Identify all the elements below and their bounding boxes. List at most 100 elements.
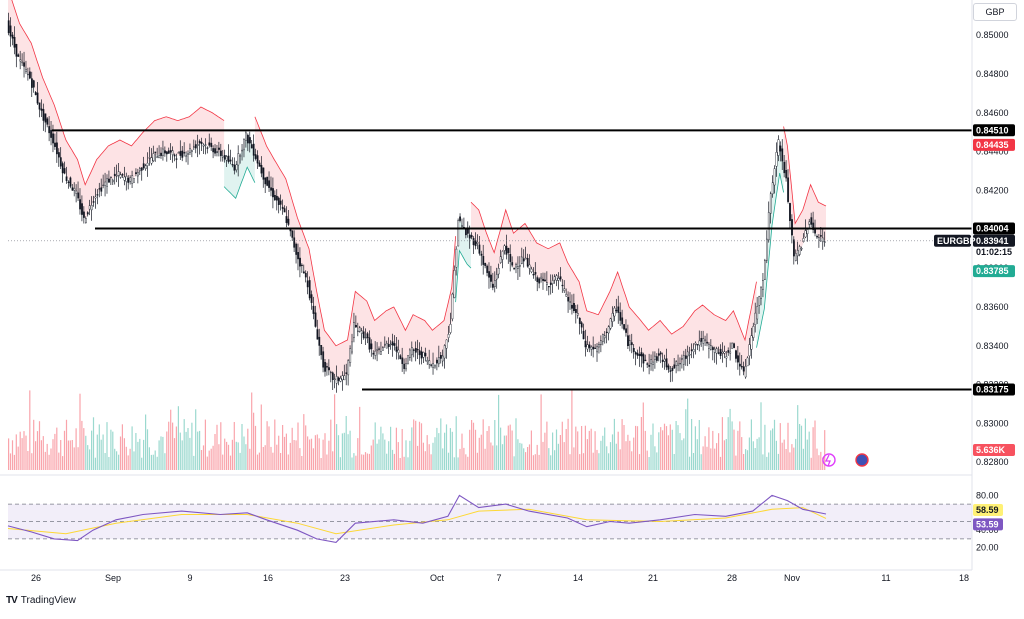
candle-body: [75, 190, 78, 194]
volume-bar: [691, 419, 693, 470]
volume-bar: [31, 453, 33, 470]
candle-body: [374, 350, 377, 356]
candle-body: [191, 150, 193, 152]
candle-body: [241, 149, 243, 152]
volume-bar: [662, 430, 664, 470]
last-price-tag: 0.83941: [976, 236, 1009, 246]
candles: [7, 12, 826, 393]
time-axis[interactable]: 26 Sep 9 16 23 Oct 7 14 21 28 Nov 11 18: [0, 569, 972, 583]
candle-body: [133, 178, 135, 183]
time-tick-label: 14: [573, 573, 583, 583]
candle-body: [274, 194, 276, 201]
candle-body: [472, 238, 475, 246]
candle-body: [266, 176, 269, 186]
volume-bar: [594, 431, 596, 470]
supertrend-down-fill-2: [471, 202, 757, 375]
volume-bar: [723, 440, 725, 470]
candle-body: [13, 37, 16, 48]
candle-body: [675, 361, 678, 366]
volume-bar: [534, 454, 536, 470]
volume-bar: [642, 402, 644, 470]
volume-bar: [789, 452, 791, 470]
candle-body: [418, 350, 421, 356]
candle-body: [291, 230, 294, 238]
event-icon[interactable]: [855, 453, 869, 467]
candle-body: [351, 341, 353, 353]
price-axis[interactable]: 0.85000 0.84800 0.84600 0.84400 0.84200 0.840…: [971, 0, 1009, 570]
volume-bar: [405, 440, 407, 470]
candle-body: [661, 359, 664, 362]
volume-bar: [418, 421, 421, 470]
candle-body: [146, 162, 149, 166]
volume-bar: [799, 424, 801, 470]
volume-bar: [714, 448, 716, 470]
candle-body: [17, 54, 20, 57]
candle-body: [248, 137, 251, 144]
candle-body: [84, 218, 87, 224]
volume-bar: [247, 428, 249, 470]
volume-bar: [25, 435, 27, 470]
horizontal-levels[interactable]: [8, 129, 972, 391]
volume-bar: [15, 434, 17, 470]
volume-bar: [390, 426, 392, 470]
candle-body: [629, 340, 631, 346]
volume-bar: [303, 414, 305, 470]
countdown-label: 01:02:15: [976, 247, 1012, 257]
support-tag-bg: [973, 383, 1015, 396]
candle-body: [366, 333, 369, 339]
volume-bar: [768, 452, 770, 470]
candle-body: [522, 258, 525, 262]
price-tick-label: 0.84800: [976, 69, 1009, 79]
volume-bar: [268, 426, 270, 470]
volume-bar: [94, 457, 96, 470]
volume-bar: [309, 439, 311, 470]
candle-body: [683, 355, 685, 365]
volume-bar: [500, 427, 502, 470]
flash-icon[interactable]: [822, 453, 836, 467]
candle-body: [281, 206, 284, 209]
volume-bar: [486, 431, 488, 470]
candle-body: [179, 150, 182, 156]
volume-bar: [725, 439, 727, 470]
candle-body: [208, 142, 211, 146]
tradingview-logo[interactable]: TV TradingView: [6, 595, 76, 606]
volume-bar: [654, 446, 656, 470]
volume-bar: [822, 457, 824, 470]
volume-bar: [256, 454, 259, 470]
candle-body: [611, 313, 614, 322]
flash-icon-bolt: [824, 454, 831, 467]
volume-bar: [283, 436, 286, 470]
candle-body: [150, 157, 153, 164]
candle-body: [322, 351, 325, 368]
volume-bar: [135, 433, 137, 470]
volume-bar: [472, 422, 475, 470]
candle-body: [578, 317, 581, 325]
volume-bar: [276, 444, 278, 470]
candle-body: [706, 341, 709, 344]
candle-body: [46, 118, 49, 125]
volume-bar: [8, 438, 10, 470]
candle-body: [609, 318, 612, 329]
candle-body: [420, 351, 423, 359]
currency-label[interactable]: GBP: [973, 3, 1017, 21]
volume-bar: [494, 420, 496, 470]
candle-body: [397, 349, 400, 353]
volume-bar: [488, 426, 490, 470]
candle-body: [65, 176, 68, 181]
volume-bar: [316, 434, 318, 470]
candle-body: [347, 360, 350, 376]
candle-body: [92, 201, 95, 203]
volume-bar: [538, 454, 540, 470]
volume-bar: [92, 417, 95, 470]
volume-bar: [299, 448, 301, 470]
chart-icons[interactable]: [822, 453, 869, 467]
candle-body: [391, 341, 394, 346]
volume-bar: [63, 430, 66, 470]
candle-body: [277, 197, 280, 206]
candle-body: [710, 345, 712, 350]
volume-bar: [65, 419, 68, 470]
volume-bar: [455, 416, 457, 470]
volume-bar: [567, 418, 569, 470]
